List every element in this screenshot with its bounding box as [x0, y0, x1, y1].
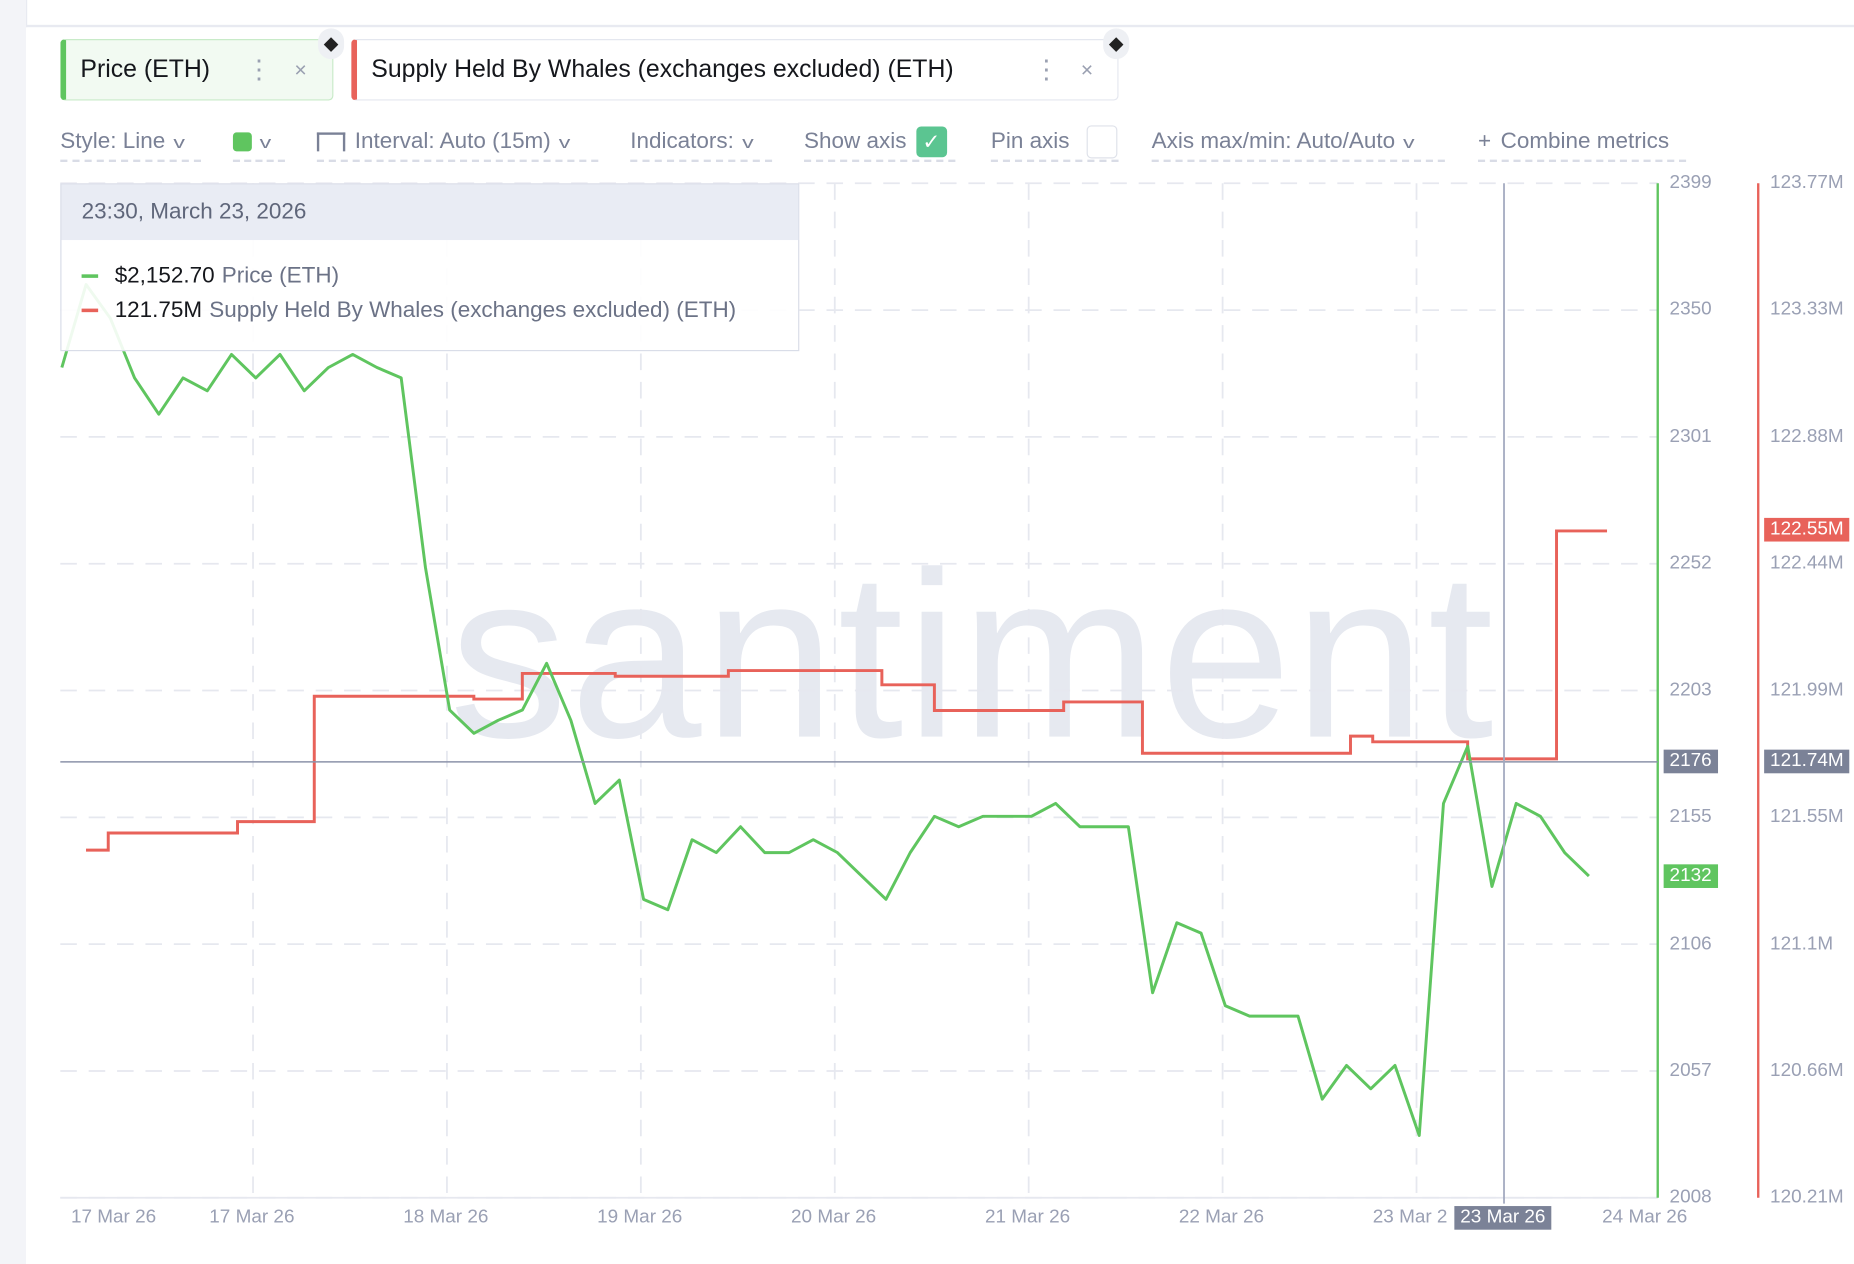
- legend-swatch: [81, 274, 99, 278]
- legend-swatch: [81, 308, 99, 313]
- chart-tooltip: 23:30, March 23, 2026 $2,152.70 Price (E…: [60, 183, 800, 352]
- tooltip-name: Price (ETH): [221, 263, 340, 288]
- checkbox-checked-icon[interactable]: ✓: [915, 126, 947, 158]
- whale-last-value-label: 122.55M: [1764, 517, 1850, 542]
- chevron-down-icon: v: [558, 132, 571, 152]
- metric-chip-whales[interactable]: Supply Held By Whales (exchanges exclude…: [351, 39, 1119, 101]
- whale-axis-tick: 121.99M: [1770, 679, 1844, 700]
- chevron-down-icon: v: [173, 132, 185, 152]
- price-axis-tick: 2252: [1669, 553, 1712, 574]
- combine-label: Combine metrics: [1500, 128, 1670, 154]
- price-axis-tick: 2155: [1669, 806, 1712, 827]
- x-axis-tick: 21 Mar 26: [984, 1207, 1071, 1228]
- price-axis-tick: 2399: [1669, 172, 1712, 193]
- color-dropdown[interactable]: v: [232, 124, 285, 162]
- top-bar: [26, 0, 1854, 28]
- tooltip-value: 121.75M: [114, 297, 203, 323]
- whale-axis-tick: 120.66M: [1770, 1060, 1844, 1081]
- ethereum-icon: ◆: [318, 28, 345, 60]
- x-axis-tick: 22 Mar 26: [1178, 1207, 1265, 1228]
- axis-maxmin-dropdown[interactable]: Axis max/min: Auto/Auto v: [1151, 124, 1445, 162]
- tooltip-row-price: $2,152.70 Price (ETH): [81, 259, 799, 293]
- chevron-down-icon: v: [259, 132, 272, 152]
- whale-axis-tick: 123.33M: [1770, 299, 1844, 320]
- more-options-icon[interactable]: ⋮: [1033, 54, 1060, 84]
- close-icon[interactable]: ×: [1080, 57, 1094, 81]
- ethereum-icon: ◆: [1103, 28, 1130, 60]
- indicators-dropdown[interactable]: Indicators: v: [630, 124, 773, 162]
- ruler-icon: [316, 132, 346, 152]
- price-axis-tick: 2301: [1669, 426, 1712, 447]
- x-axis-tick: 24 Mar 26: [1602, 1207, 1688, 1228]
- plus-icon: +: [1478, 128, 1492, 154]
- chevron-down-icon: v: [1402, 132, 1415, 152]
- whale-axis-tick: 122.88M: [1770, 426, 1844, 447]
- crosshair-date-label: 23 Mar 26: [1454, 1206, 1552, 1230]
- color-swatch: [232, 132, 252, 152]
- x-axis-tick: 17 Mar 26: [70, 1207, 157, 1228]
- indicators-label: Indicators:: [630, 128, 734, 154]
- tooltip-date: 23:30, March 23, 2026: [61, 184, 799, 241]
- price-line: [60, 283, 1590, 1137]
- metric-chip-price[interactable]: Price (ETH) ⋮ ×: [60, 39, 334, 101]
- tooltip-name: Supply Held By Whales (exchanges exclude…: [209, 297, 737, 323]
- whale-axis-tick: 123.77M: [1770, 172, 1844, 193]
- price-last-value-label: 2132: [1663, 864, 1718, 888]
- x-axis-tick: 17 Mar 26: [209, 1207, 295, 1228]
- tooltip-value: $2,152.70: [114, 263, 215, 288]
- price-axis-tick: 2203: [1669, 679, 1712, 700]
- more-options-icon[interactable]: ⋮: [245, 54, 272, 84]
- whale-axis-tick: 121.55M: [1770, 806, 1844, 827]
- whale-axis-tick: 122.44M: [1770, 553, 1844, 574]
- checkbox-unchecked[interactable]: [1086, 125, 1117, 159]
- style-dropdown[interactable]: Style: Line v: [60, 124, 202, 162]
- watermark: santiment: [449, 523, 1496, 788]
- crosshair-whale-label: 121.74M: [1764, 750, 1850, 774]
- interval-dropdown[interactable]: Interval: Auto (15m) v: [316, 124, 599, 162]
- metric-label: Price (ETH): [80, 55, 211, 83]
- crosshair-price-label: 2176: [1663, 750, 1718, 774]
- tooltip-row-whales: 121.75M Supply Held By Whales (exchanges…: [81, 293, 799, 327]
- metric-label: Supply Held By Whales (exchanges exclude…: [371, 55, 954, 83]
- close-icon[interactable]: ×: [294, 57, 307, 81]
- whale-axis-tick: 120.21M: [1770, 1187, 1844, 1208]
- style-label: Style: Line: [60, 128, 166, 154]
- left-sidebar-strip: [0, 0, 27, 1264]
- show-axis-label: Show axis: [804, 128, 907, 154]
- whale-axis-tick: 121.1M: [1770, 933, 1834, 954]
- x-axis-tick: 20 Mar 26: [791, 1207, 877, 1228]
- pin-axis-label: Pin axis: [990, 128, 1070, 154]
- interval-label: Interval: Auto (15m): [354, 128, 551, 154]
- price-axis-tick: 2350: [1669, 299, 1712, 320]
- combine-metrics-button[interactable]: + Combine metrics: [1478, 124, 1687, 162]
- x-axis-tick: 19 Mar 26: [597, 1207, 683, 1228]
- x-axis-tick: 18 Mar 26: [403, 1207, 489, 1228]
- chevron-down-icon: v: [741, 132, 754, 152]
- whale-supply-line: [86, 529, 1608, 852]
- price-axis-tick: 2057: [1669, 1060, 1712, 1081]
- show-axis-toggle[interactable]: Show axis ✓: [804, 124, 956, 162]
- price-axis-tick: 2106: [1669, 933, 1712, 954]
- pin-axis-toggle[interactable]: Pin axis: [990, 124, 1119, 162]
- price-axis-tick: 2008: [1669, 1187, 1712, 1208]
- axis-maxmin-label: Axis max/min: Auto/Auto: [1151, 128, 1396, 154]
- x-axis-tick: 23 Mar 2: [1372, 1207, 1448, 1228]
